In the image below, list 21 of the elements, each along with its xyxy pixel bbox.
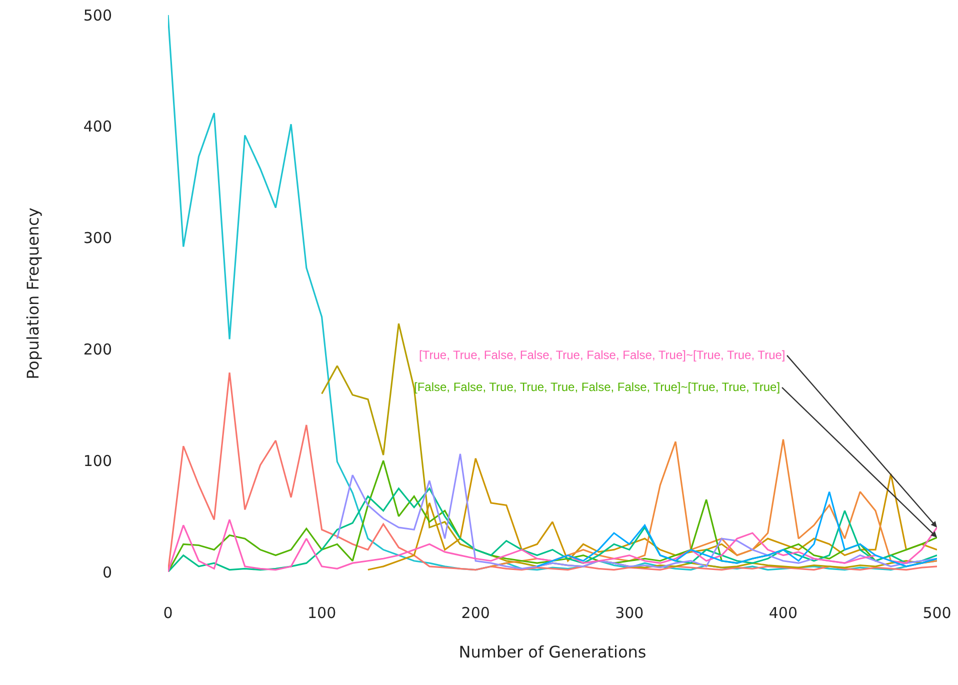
- y-tick-label: 400: [83, 118, 112, 136]
- line-series: [168, 518, 937, 572]
- y-axis-title: Population Frequency: [23, 208, 42, 380]
- line-series: [168, 372, 937, 572]
- x-tick-label: 200: [461, 604, 490, 622]
- x-tick-label: 400: [768, 604, 798, 622]
- annotation: [True, True, False, False, True, False, False, True]~[True, True, True]: [419, 348, 786, 362]
- y-tick-label: 300: [83, 229, 112, 248]
- line-series: [490, 438, 937, 568]
- x-tick-label: 100: [307, 604, 336, 622]
- x-tick-label: 500: [922, 604, 952, 622]
- line-series: [168, 488, 937, 572]
- line-series: [536, 490, 937, 568]
- y-tick-label: 200: [83, 340, 112, 358]
- x-tick-label: 300: [615, 604, 644, 622]
- annotation: [False, False, True, True, True, False, False, True]~[True, True, True]: [414, 380, 780, 394]
- y-tick-label: 0: [102, 563, 112, 582]
- y-tick-label: 500: [83, 6, 112, 24]
- y-tick-label: 100: [83, 452, 112, 470]
- x-tick-label: 0: [163, 604, 173, 622]
- x-axis-title: Number of Generations: [458, 642, 646, 662]
